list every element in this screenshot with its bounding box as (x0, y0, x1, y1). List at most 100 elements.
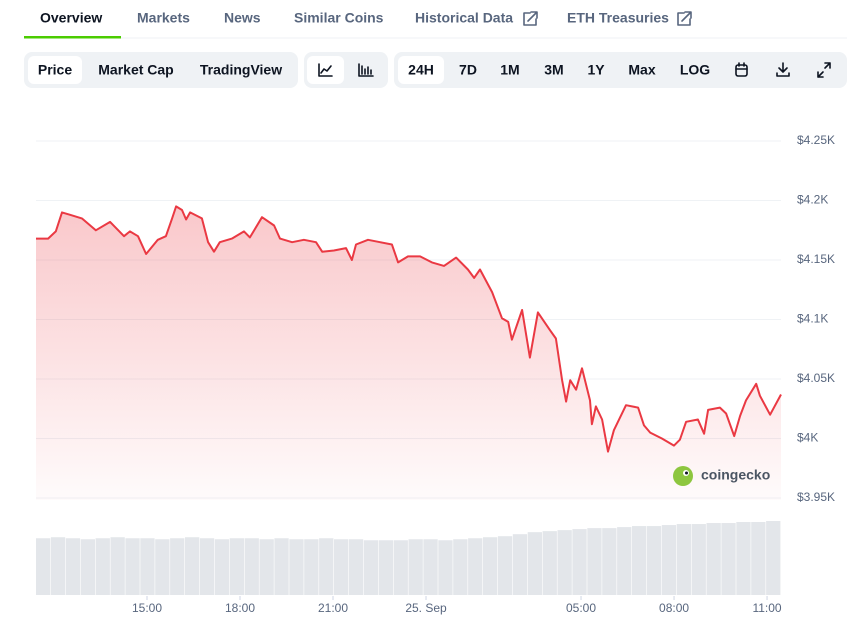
plot (36, 205, 782, 500)
external-link-icon (677, 11, 692, 26)
price-area (36, 206, 781, 500)
volume-bar (244, 538, 259, 595)
volume-bar (155, 539, 170, 595)
tab-bar: Overview Markets News Similar Coins Historic… (24, 10, 669, 39)
y-tick-label: $4.25K (797, 133, 835, 147)
fullscreen-button[interactable] (817, 62, 831, 78)
range-button[interactable]: 3M (544, 62, 563, 78)
volume-bar (50, 537, 66, 595)
tab[interactable]: ETH Treasuries (567, 10, 669, 26)
price-line (36, 205, 782, 453)
x-tick-label: 08:00 (659, 601, 689, 615)
y-tick-label: $4.05K (797, 371, 835, 385)
tab[interactable]: Historical Data (415, 10, 513, 26)
view-button[interactable]: Price (38, 62, 72, 78)
y-tick-label: $3.95K (797, 490, 835, 504)
watermark: coingecko (673, 466, 770, 486)
volume-bar (646, 526, 662, 595)
volume-bar (185, 537, 200, 595)
volume-bar (423, 539, 438, 595)
axes: $3.95K $4K $4.05K $4.1K $4.15K $4.2K $4.25K 15:… (132, 133, 835, 615)
volume-bar (334, 539, 349, 595)
volume-bar (36, 538, 51, 595)
volume-bar (140, 538, 155, 595)
volume-bar (348, 539, 364, 595)
view-button[interactable]: TradingView (200, 62, 282, 78)
active-range (398, 56, 444, 84)
volume-bar (378, 540, 393, 595)
volume-bar (542, 531, 557, 595)
x-tick-label: 25. Sep (405, 601, 447, 615)
view-group (24, 52, 298, 88)
volume-bar (617, 527, 632, 595)
range-button[interactable]: 1M (500, 62, 519, 78)
volume-bar (602, 528, 617, 595)
range-button[interactable]: LOG (680, 62, 710, 78)
active-tab-underline (24, 36, 121, 39)
y-tick-label: $4.2K (797, 193, 828, 207)
volume-bar (393, 540, 408, 595)
volume-bar (80, 539, 95, 595)
active-view (28, 56, 82, 84)
volume-bar (751, 522, 766, 595)
x-tick-label: 11:00 (752, 601, 781, 615)
volume-bar (289, 539, 304, 595)
volume-bar (259, 539, 274, 595)
volume-bar (110, 537, 125, 595)
volume-bar (557, 530, 572, 595)
volume-bar (632, 526, 647, 595)
volume-bar (65, 538, 81, 595)
watermark-text: coingecko (701, 467, 770, 483)
volume-bar (706, 523, 721, 595)
volume-bar (676, 524, 691, 595)
volume-bar (497, 536, 513, 595)
x-tick-label: 15:00 (132, 601, 162, 615)
volume-bar (214, 539, 230, 595)
x-tick-label: 21:00 (318, 601, 348, 615)
external-link-icon (523, 11, 538, 26)
volume-bar (95, 538, 110, 595)
volume-bar (483, 537, 498, 595)
volume-bar (170, 538, 185, 595)
tab[interactable]: News (224, 10, 261, 26)
volume-bar (438, 540, 453, 595)
line-chart-button[interactable] (318, 63, 333, 77)
download-button[interactable] (776, 62, 790, 77)
range-button[interactable]: Max (628, 62, 655, 78)
candle-chart-button[interactable] (358, 63, 374, 77)
volume-bar (661, 525, 677, 595)
volume-bar (363, 540, 379, 595)
volume-bar (199, 538, 215, 595)
volume-bar (229, 538, 244, 595)
volume-bar (304, 539, 319, 595)
volume-bar (572, 529, 587, 595)
y-tick-label: $4.15K (797, 252, 835, 266)
volume-bar (721, 523, 736, 595)
tab[interactable]: Similar Coins (294, 10, 384, 26)
volume-bar (527, 532, 542, 595)
y-tick-label: $4.1K (797, 312, 828, 326)
toolbar: Price Market Cap TradingView 24H 7D 1M 3M 1Y Max… (38, 62, 710, 78)
range-group (394, 52, 847, 88)
volume-bar (766, 521, 781, 595)
calendar-button[interactable] (735, 62, 748, 77)
volume-bars (36, 521, 781, 595)
tab[interactable]: Markets (137, 10, 190, 26)
volume-bar (736, 522, 751, 595)
x-tick-label: 18:00 (225, 601, 255, 615)
volume-bar (587, 528, 602, 595)
volume-bar (468, 538, 483, 595)
range-button[interactable]: 24H (408, 62, 434, 78)
volume-bar (453, 539, 468, 595)
range-button[interactable]: 1Y (587, 62, 605, 78)
view-button[interactable]: Market Cap (98, 62, 173, 78)
range-button[interactable]: 7D (459, 62, 477, 78)
volume-bar (125, 538, 140, 595)
tab[interactable]: Overview (40, 10, 102, 26)
y-tick-label: $4K (797, 431, 818, 445)
volume-bar (319, 538, 334, 595)
volume-bar (512, 534, 528, 595)
volume-bar (274, 538, 289, 595)
volume-bar (408, 539, 423, 595)
